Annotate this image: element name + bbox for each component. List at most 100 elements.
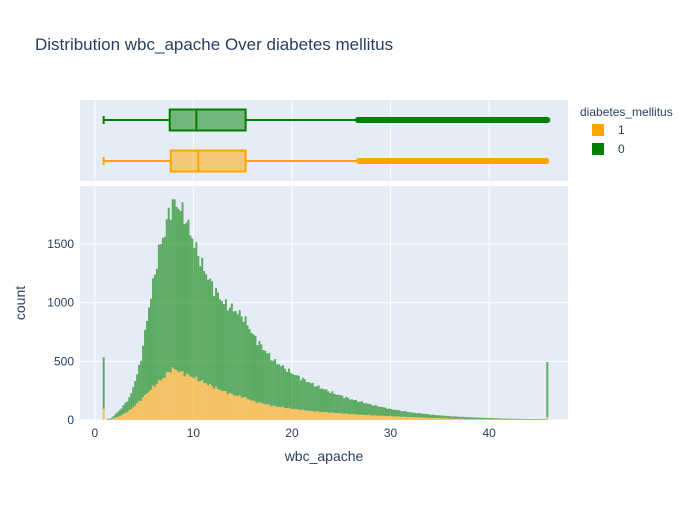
histogram-bar-series-1 xyxy=(487,419,489,420)
histogram-bar-series-1 xyxy=(140,401,142,420)
histogram-bar-series-0 xyxy=(396,410,398,416)
histogram-bar-series-1 xyxy=(489,419,491,420)
histogram-bar-series-1 xyxy=(211,386,213,420)
histogram-bar-series-0 xyxy=(162,238,164,378)
histogram-bar-series-0 xyxy=(172,199,174,367)
histogram-bar-series-0 xyxy=(148,307,150,391)
histogram-bar-series-1 xyxy=(286,408,288,420)
histogram-bar-series-1 xyxy=(306,411,308,420)
histogram-bar-series-0 xyxy=(282,365,284,407)
legend-item-1[interactable]: 1 xyxy=(592,123,625,137)
histogram-bar-series-0 xyxy=(471,417,473,419)
histogram-bar-series-0 xyxy=(408,412,410,417)
histogram-bar-series-0 xyxy=(343,398,345,414)
histogram-bar-series-0 xyxy=(258,341,260,402)
histogram-bar-series-1 xyxy=(150,390,152,420)
histogram-bar-series-1 xyxy=(393,416,395,420)
histogram-bar-series-1 xyxy=(420,418,422,420)
histogram-bar-series-0 xyxy=(487,418,489,419)
histogram-bar-series-1 xyxy=(426,418,428,420)
histogram-bar-series-0 xyxy=(412,412,414,417)
histogram-bar-series-1 xyxy=(349,414,351,420)
histogram-bar-series-1 xyxy=(422,418,424,420)
legend-item-0[interactable]: 0 xyxy=(592,142,625,156)
histogram-bar-series-1 xyxy=(124,413,126,420)
boxplot-box-0 xyxy=(170,110,246,131)
histogram-bar-series-1 xyxy=(322,412,324,420)
histogram-bar-series-0 xyxy=(280,366,282,407)
histogram-bar-series-0 xyxy=(245,316,247,397)
histogram-bar-series-0 xyxy=(140,361,142,401)
histogram-bar-series-0 xyxy=(144,330,146,395)
histogram-bar-series-0 xyxy=(189,236,191,377)
histogram-bar-series-0 xyxy=(107,419,109,420)
histogram-bar-series-0 xyxy=(462,417,464,419)
histogram-bar-series-1 xyxy=(154,387,156,420)
histogram-bar-series-0 xyxy=(546,362,548,417)
histogram-bar-series-0 xyxy=(400,411,402,417)
histogram-bar-series-0 xyxy=(215,288,217,387)
histogram-bar-series-1 xyxy=(381,416,383,420)
histogram-bar-series-1 xyxy=(462,419,464,420)
histogram-bar-series-0 xyxy=(207,280,209,385)
legend-swatch-1 xyxy=(592,124,604,136)
histogram-bar-series-0 xyxy=(219,299,221,389)
histogram-bar-series-1 xyxy=(282,407,284,420)
histogram-bar-series-1 xyxy=(424,418,426,420)
histogram-bar-series-1 xyxy=(337,413,339,420)
histogram-bar-series-1 xyxy=(292,409,294,420)
histogram-bar-series-0 xyxy=(479,418,481,419)
histogram-bar-series-1 xyxy=(373,415,375,420)
histogram-bar-series-0 xyxy=(168,208,170,372)
histogram-bar-series-1 xyxy=(272,406,274,420)
histogram-bar-series-1 xyxy=(503,419,505,420)
histogram-bar-series-0 xyxy=(115,414,117,418)
histogram-bar-series-0 xyxy=(430,415,432,418)
histogram-bar-series-1 xyxy=(448,418,450,420)
histogram-bar-series-0 xyxy=(523,419,525,420)
x-tick-label: 40 xyxy=(482,426,496,440)
histogram-bar-series-1 xyxy=(107,419,109,420)
y-tick-label: 1500 xyxy=(47,237,74,251)
histogram-bar-series-0 xyxy=(467,417,469,419)
histogram-bar-series-1 xyxy=(215,387,217,420)
boxplot-panel-background xyxy=(80,100,568,181)
histogram-bar-series-0 xyxy=(505,419,507,420)
histogram-bar-series-1 xyxy=(377,416,379,420)
histogram-bar-series-0 xyxy=(249,329,251,399)
histogram-bar-series-1 xyxy=(274,406,276,420)
histogram-bar-series-0 xyxy=(414,413,416,417)
histogram-bar-series-1 xyxy=(329,413,331,420)
histogram-bar-series-0 xyxy=(268,353,270,405)
histogram-bar-series-1 xyxy=(253,401,255,420)
histogram-bar-series-1 xyxy=(357,415,359,420)
histogram-bar-series-0 xyxy=(318,385,320,411)
histogram-bar-series-1 xyxy=(120,415,122,420)
histogram-bar-series-0 xyxy=(170,220,172,373)
histogram-bar-series-1 xyxy=(493,419,495,420)
chart-title: Distribution wbc_apache Over diabetes me… xyxy=(35,35,393,54)
histogram-bar-series-0 xyxy=(434,415,436,418)
histogram-bar-series-0 xyxy=(517,419,519,420)
histogram-bar-series-0 xyxy=(367,404,369,415)
histogram-bar-series-1 xyxy=(243,398,245,420)
x-tick-label: 10 xyxy=(187,426,201,440)
legend-title: diabetes_mellitus xyxy=(580,105,673,119)
legend-label-0: 0 xyxy=(618,142,625,156)
histogram-bar-series-0 xyxy=(266,354,268,405)
histogram-bar-series-1 xyxy=(142,397,144,420)
histogram-bar-series-0 xyxy=(253,334,255,400)
histogram-bar-series-0 xyxy=(440,415,442,418)
histogram-bar-series-1 xyxy=(324,412,326,420)
histogram-bar-series-1 xyxy=(456,419,458,420)
histogram-bar-series-0 xyxy=(260,345,262,404)
histogram-bar-series-1 xyxy=(225,391,227,420)
histogram-bar-series-0 xyxy=(304,379,306,410)
histogram-bar-series-1 xyxy=(152,385,154,420)
histogram-bar-series-1 xyxy=(298,410,300,420)
histogram-bar-series-0 xyxy=(247,325,249,399)
histogram-bar-series-1 xyxy=(128,410,130,420)
histogram-bar-series-1 xyxy=(310,411,312,420)
histogram-bar-series-0 xyxy=(209,279,211,384)
histogram-bar-series-1 xyxy=(270,406,272,420)
